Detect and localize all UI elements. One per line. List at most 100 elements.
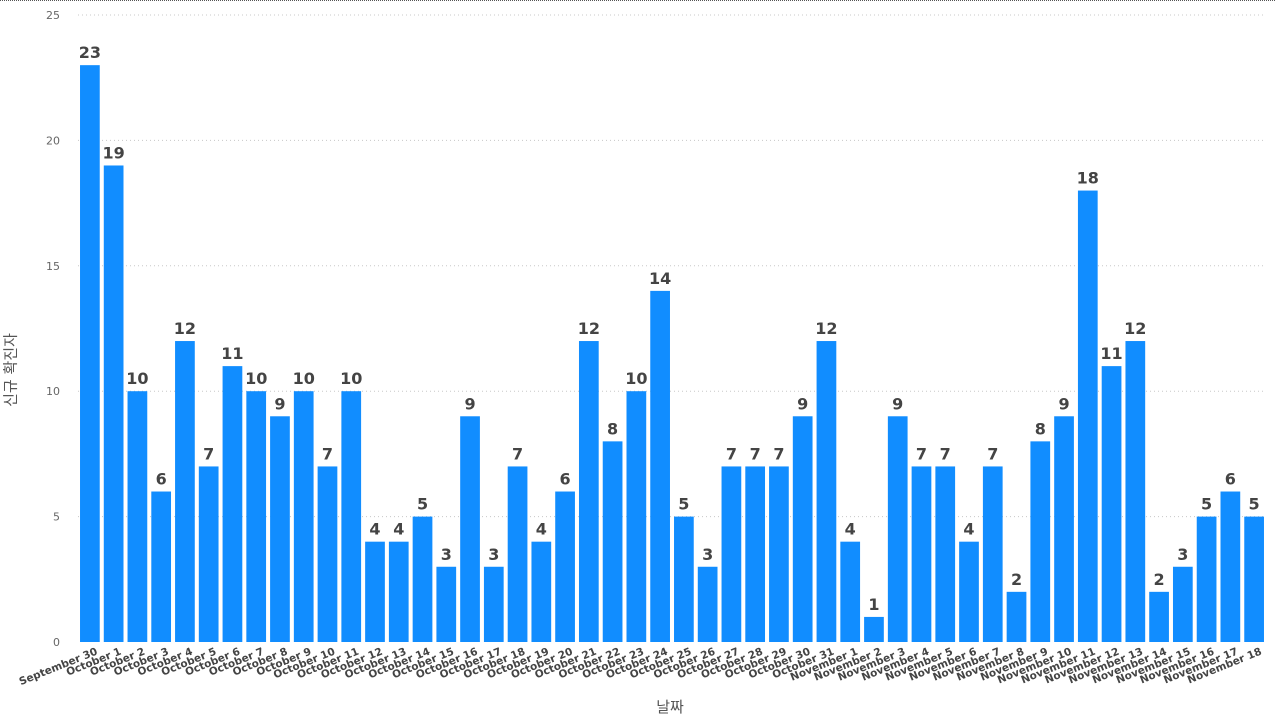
bar — [1196, 516, 1217, 642]
data-label: 18 — [1077, 169, 1099, 188]
data-label: 7 — [773, 444, 784, 463]
bar — [412, 516, 433, 642]
bar — [293, 391, 314, 642]
bar — [792, 416, 813, 642]
data-label: 4 — [536, 520, 547, 539]
bar — [365, 541, 385, 642]
data-label: 11 — [1100, 344, 1122, 363]
bar — [911, 466, 932, 642]
bar — [103, 165, 124, 643]
y-tick-label: 10 — [46, 385, 60, 398]
bar — [1172, 566, 1193, 642]
bar — [555, 491, 575, 642]
bar — [816, 341, 837, 642]
bar — [222, 366, 243, 642]
data-label: 7 — [203, 444, 214, 463]
bar — [840, 541, 861, 642]
bar — [1030, 441, 1051, 642]
bar — [578, 341, 599, 642]
data-label: 6 — [1225, 470, 1236, 489]
bar — [460, 416, 480, 642]
x-axis-title: 날짜 — [656, 698, 684, 716]
data-label: 12 — [174, 319, 196, 338]
data-label: 4 — [963, 520, 974, 539]
bar — [246, 391, 267, 642]
data-label: 23 — [79, 43, 101, 62]
bar — [959, 541, 979, 642]
bar — [1149, 591, 1169, 642]
y-tick-label: 25 — [46, 9, 60, 22]
bar — [436, 566, 457, 642]
bar — [650, 290, 670, 642]
bar — [151, 491, 172, 642]
bar — [697, 566, 718, 642]
data-label: 10 — [245, 369, 267, 388]
bar — [507, 466, 528, 642]
y-tick-label: 5 — [53, 511, 60, 524]
bar — [1006, 591, 1027, 642]
y-tick-label: 20 — [46, 134, 60, 147]
y-axis-title: 신규 확진자 — [1, 333, 20, 407]
data-label: 9 — [274, 394, 285, 413]
data-label: 19 — [103, 143, 125, 162]
bar — [1054, 416, 1074, 642]
y-axis-ticks: 0 5 10 15 20 25 — [46, 9, 60, 649]
data-label: 11 — [221, 344, 243, 363]
bar — [626, 391, 647, 642]
data-label: 2 — [1154, 570, 1165, 589]
data-label: 5 — [417, 495, 428, 514]
y-tick-label: 15 — [46, 260, 60, 273]
bar — [745, 466, 766, 642]
data-label: 4 — [393, 520, 404, 539]
data-label: 12 — [578, 319, 600, 338]
bar — [531, 541, 552, 642]
data-label: 14 — [649, 269, 671, 288]
bar — [769, 466, 789, 642]
bar — [982, 466, 1003, 642]
bar — [175, 341, 195, 642]
bar — [1077, 190, 1098, 642]
bar — [270, 416, 290, 642]
bars — [80, 65, 1264, 643]
data-label: 8 — [1035, 419, 1046, 438]
data-label: 9 — [797, 394, 808, 413]
data-label: 9 — [1058, 394, 1069, 413]
bar — [1101, 366, 1122, 642]
data-label: 7 — [512, 444, 523, 463]
bar — [1125, 341, 1146, 642]
bar — [483, 566, 504, 642]
data-label: 1 — [868, 595, 879, 614]
data-label: 9 — [892, 394, 903, 413]
data-label: 8 — [607, 419, 618, 438]
data-label: 7 — [726, 444, 737, 463]
data-label: 10 — [293, 369, 315, 388]
bar — [864, 616, 884, 642]
data-label: 3 — [702, 545, 713, 564]
data-label: 4 — [369, 520, 380, 539]
bar — [674, 516, 694, 642]
data-label: 9 — [464, 394, 475, 413]
data-label: 3 — [441, 545, 452, 564]
bar — [127, 391, 148, 642]
data-label: 7 — [987, 444, 998, 463]
bar — [388, 541, 409, 642]
data-label: 7 — [940, 444, 951, 463]
bar — [341, 391, 362, 642]
data-label: 7 — [750, 444, 761, 463]
data-label: 5 — [1249, 495, 1260, 514]
bar — [721, 466, 742, 642]
bar — [198, 466, 219, 642]
data-label: 4 — [845, 520, 856, 539]
data-label: 6 — [156, 470, 167, 489]
data-label: 10 — [625, 369, 647, 388]
data-label: 5 — [1201, 495, 1212, 514]
data-label: 7 — [916, 444, 927, 463]
bar — [887, 416, 908, 642]
data-label: 7 — [322, 444, 333, 463]
y-axis-label: 신규 확진자 — [0, 300, 20, 440]
bar — [935, 466, 956, 642]
bar — [1244, 516, 1264, 642]
